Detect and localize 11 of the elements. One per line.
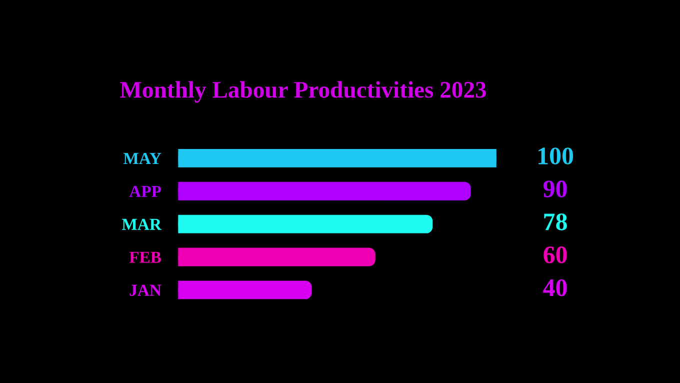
y-tick-label: MAR xyxy=(122,218,162,230)
y-tick-label: FEB xyxy=(129,252,162,263)
data-label: 90 xyxy=(543,180,567,198)
y-tick-label: MAY xyxy=(123,152,162,164)
chart-title: Monthly Labour Productivities 2023 xyxy=(120,81,486,103)
data-label: 60 xyxy=(544,246,567,264)
data-label: 40 xyxy=(543,279,567,296)
data-label: 78 xyxy=(544,213,567,230)
data-label: 100 xyxy=(538,148,574,164)
y-tick-label: JAN xyxy=(130,284,162,296)
y-tick-label: APP xyxy=(129,186,162,197)
